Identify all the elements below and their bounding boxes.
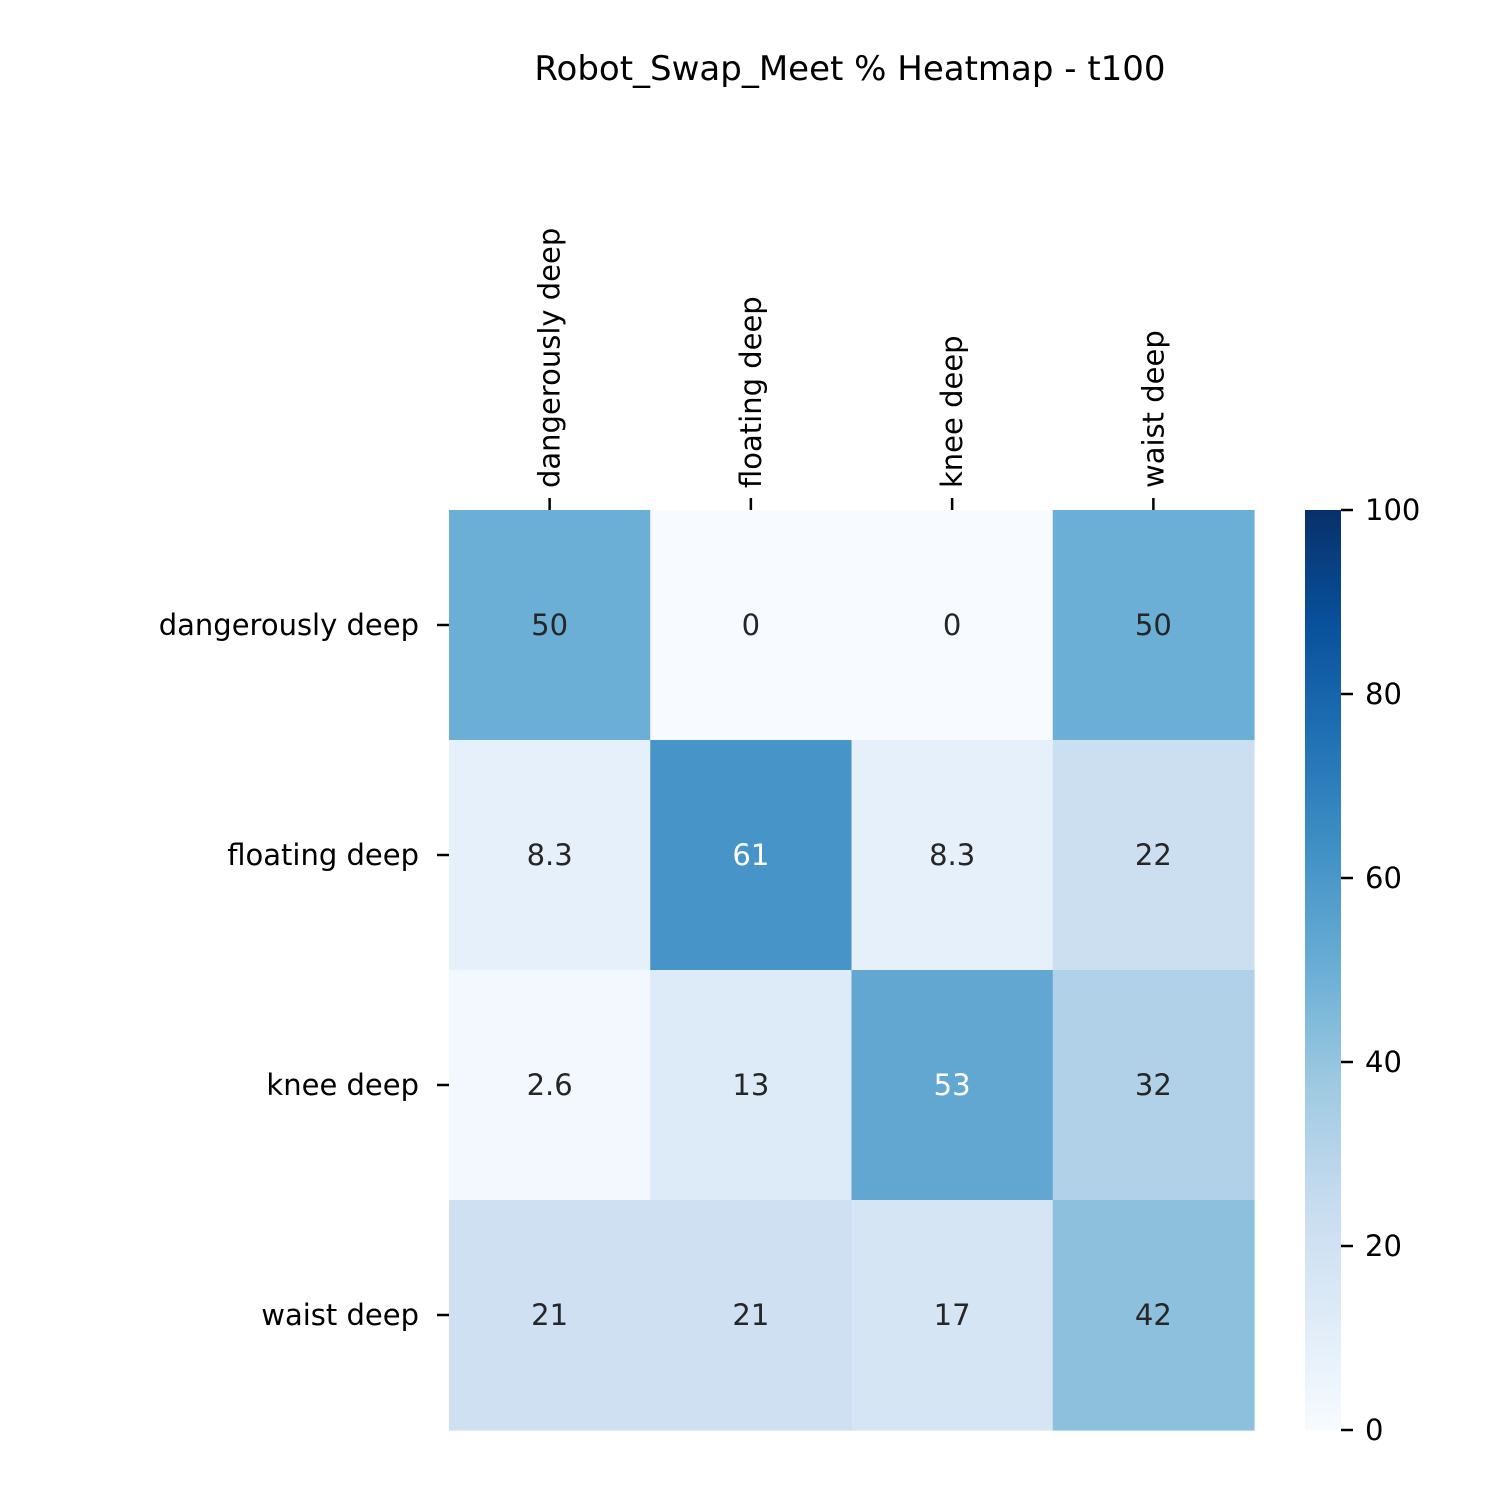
cell-value-label: 50 xyxy=(1135,608,1172,642)
x-tick-label: floating deep xyxy=(734,296,768,488)
cell-value-label: 53 xyxy=(934,1068,971,1102)
heatmap-cell xyxy=(1052,740,1255,971)
cell-value-label: 8.3 xyxy=(527,838,573,872)
heatmap-cell xyxy=(449,1200,651,1431)
heatmap-cells: 50 0 0 50 8.3 61 8.3 22 2.6 13 53 32 21 21 17 42 xyxy=(449,510,1255,1431)
y-axis-ticks: dangerously deep floating deep knee deep wa… xyxy=(159,608,449,1332)
heatmap-cell xyxy=(1052,1200,1255,1431)
cell-value-label: 42 xyxy=(1135,1298,1172,1332)
heatmap-cell xyxy=(449,740,651,971)
heatmap-cell xyxy=(650,1200,853,1431)
cell-value-label: 50 xyxy=(531,608,568,642)
x-tick-label: dangerously deep xyxy=(533,228,567,488)
heatmap-cell xyxy=(449,510,651,741)
colorbar-tick-label: 0 xyxy=(1365,1413,1383,1447)
cell-value-label: 17 xyxy=(934,1298,971,1332)
cell-value-label: 61 xyxy=(732,838,769,872)
colorbar-gradient xyxy=(1305,510,1341,1430)
y-tick-label: waist deep xyxy=(261,1298,419,1332)
cell-value-label: 21 xyxy=(531,1298,568,1332)
heatmap-cell xyxy=(851,510,1054,741)
heatmap-cell xyxy=(851,970,1054,1201)
cell-value-label: 21 xyxy=(732,1298,769,1332)
heatmap-cell xyxy=(851,740,1054,971)
colorbar: 0 20 40 60 80 100 xyxy=(1305,493,1420,1447)
y-tick-label: knee deep xyxy=(266,1068,419,1102)
heatmap-cell xyxy=(851,1200,1054,1431)
cell-value-label: 32 xyxy=(1135,1068,1172,1102)
heatmap-cell xyxy=(650,510,853,741)
cell-value-label: 13 xyxy=(732,1068,769,1102)
heatmap-cell xyxy=(449,970,651,1201)
colorbar-tick-label: 100 xyxy=(1365,493,1420,527)
y-tick-label: floating deep xyxy=(227,838,419,872)
x-axis-ticks: dangerously deep floating deep knee deep wa… xyxy=(533,228,1170,510)
x-tick-label: knee deep xyxy=(935,335,969,488)
cell-value-label: 8.3 xyxy=(929,838,975,872)
heatmap-cell xyxy=(1052,970,1255,1201)
colorbar-ticks: 0 20 40 60 80 100 xyxy=(1341,493,1420,1447)
heatmap-cell xyxy=(1052,510,1255,741)
cell-value-label: 0 xyxy=(943,608,961,642)
heatmap-cell xyxy=(650,970,853,1201)
cell-value-label: 2.6 xyxy=(527,1068,573,1102)
cell-value-label: 0 xyxy=(742,608,760,642)
colorbar-tick-label: 60 xyxy=(1365,861,1402,895)
colorbar-tick-label: 40 xyxy=(1365,1045,1402,1079)
heatmap-cell xyxy=(650,740,853,971)
y-tick-label: dangerously deep xyxy=(159,608,419,642)
chart-title: Robot_Swap_Meet % Heatmap - t100 xyxy=(534,49,1165,89)
x-tick-label: waist deep xyxy=(1136,330,1170,488)
colorbar-tick-label: 80 xyxy=(1365,677,1402,711)
colorbar-tick-label: 20 xyxy=(1365,1229,1402,1263)
cell-value-label: 22 xyxy=(1135,838,1172,872)
